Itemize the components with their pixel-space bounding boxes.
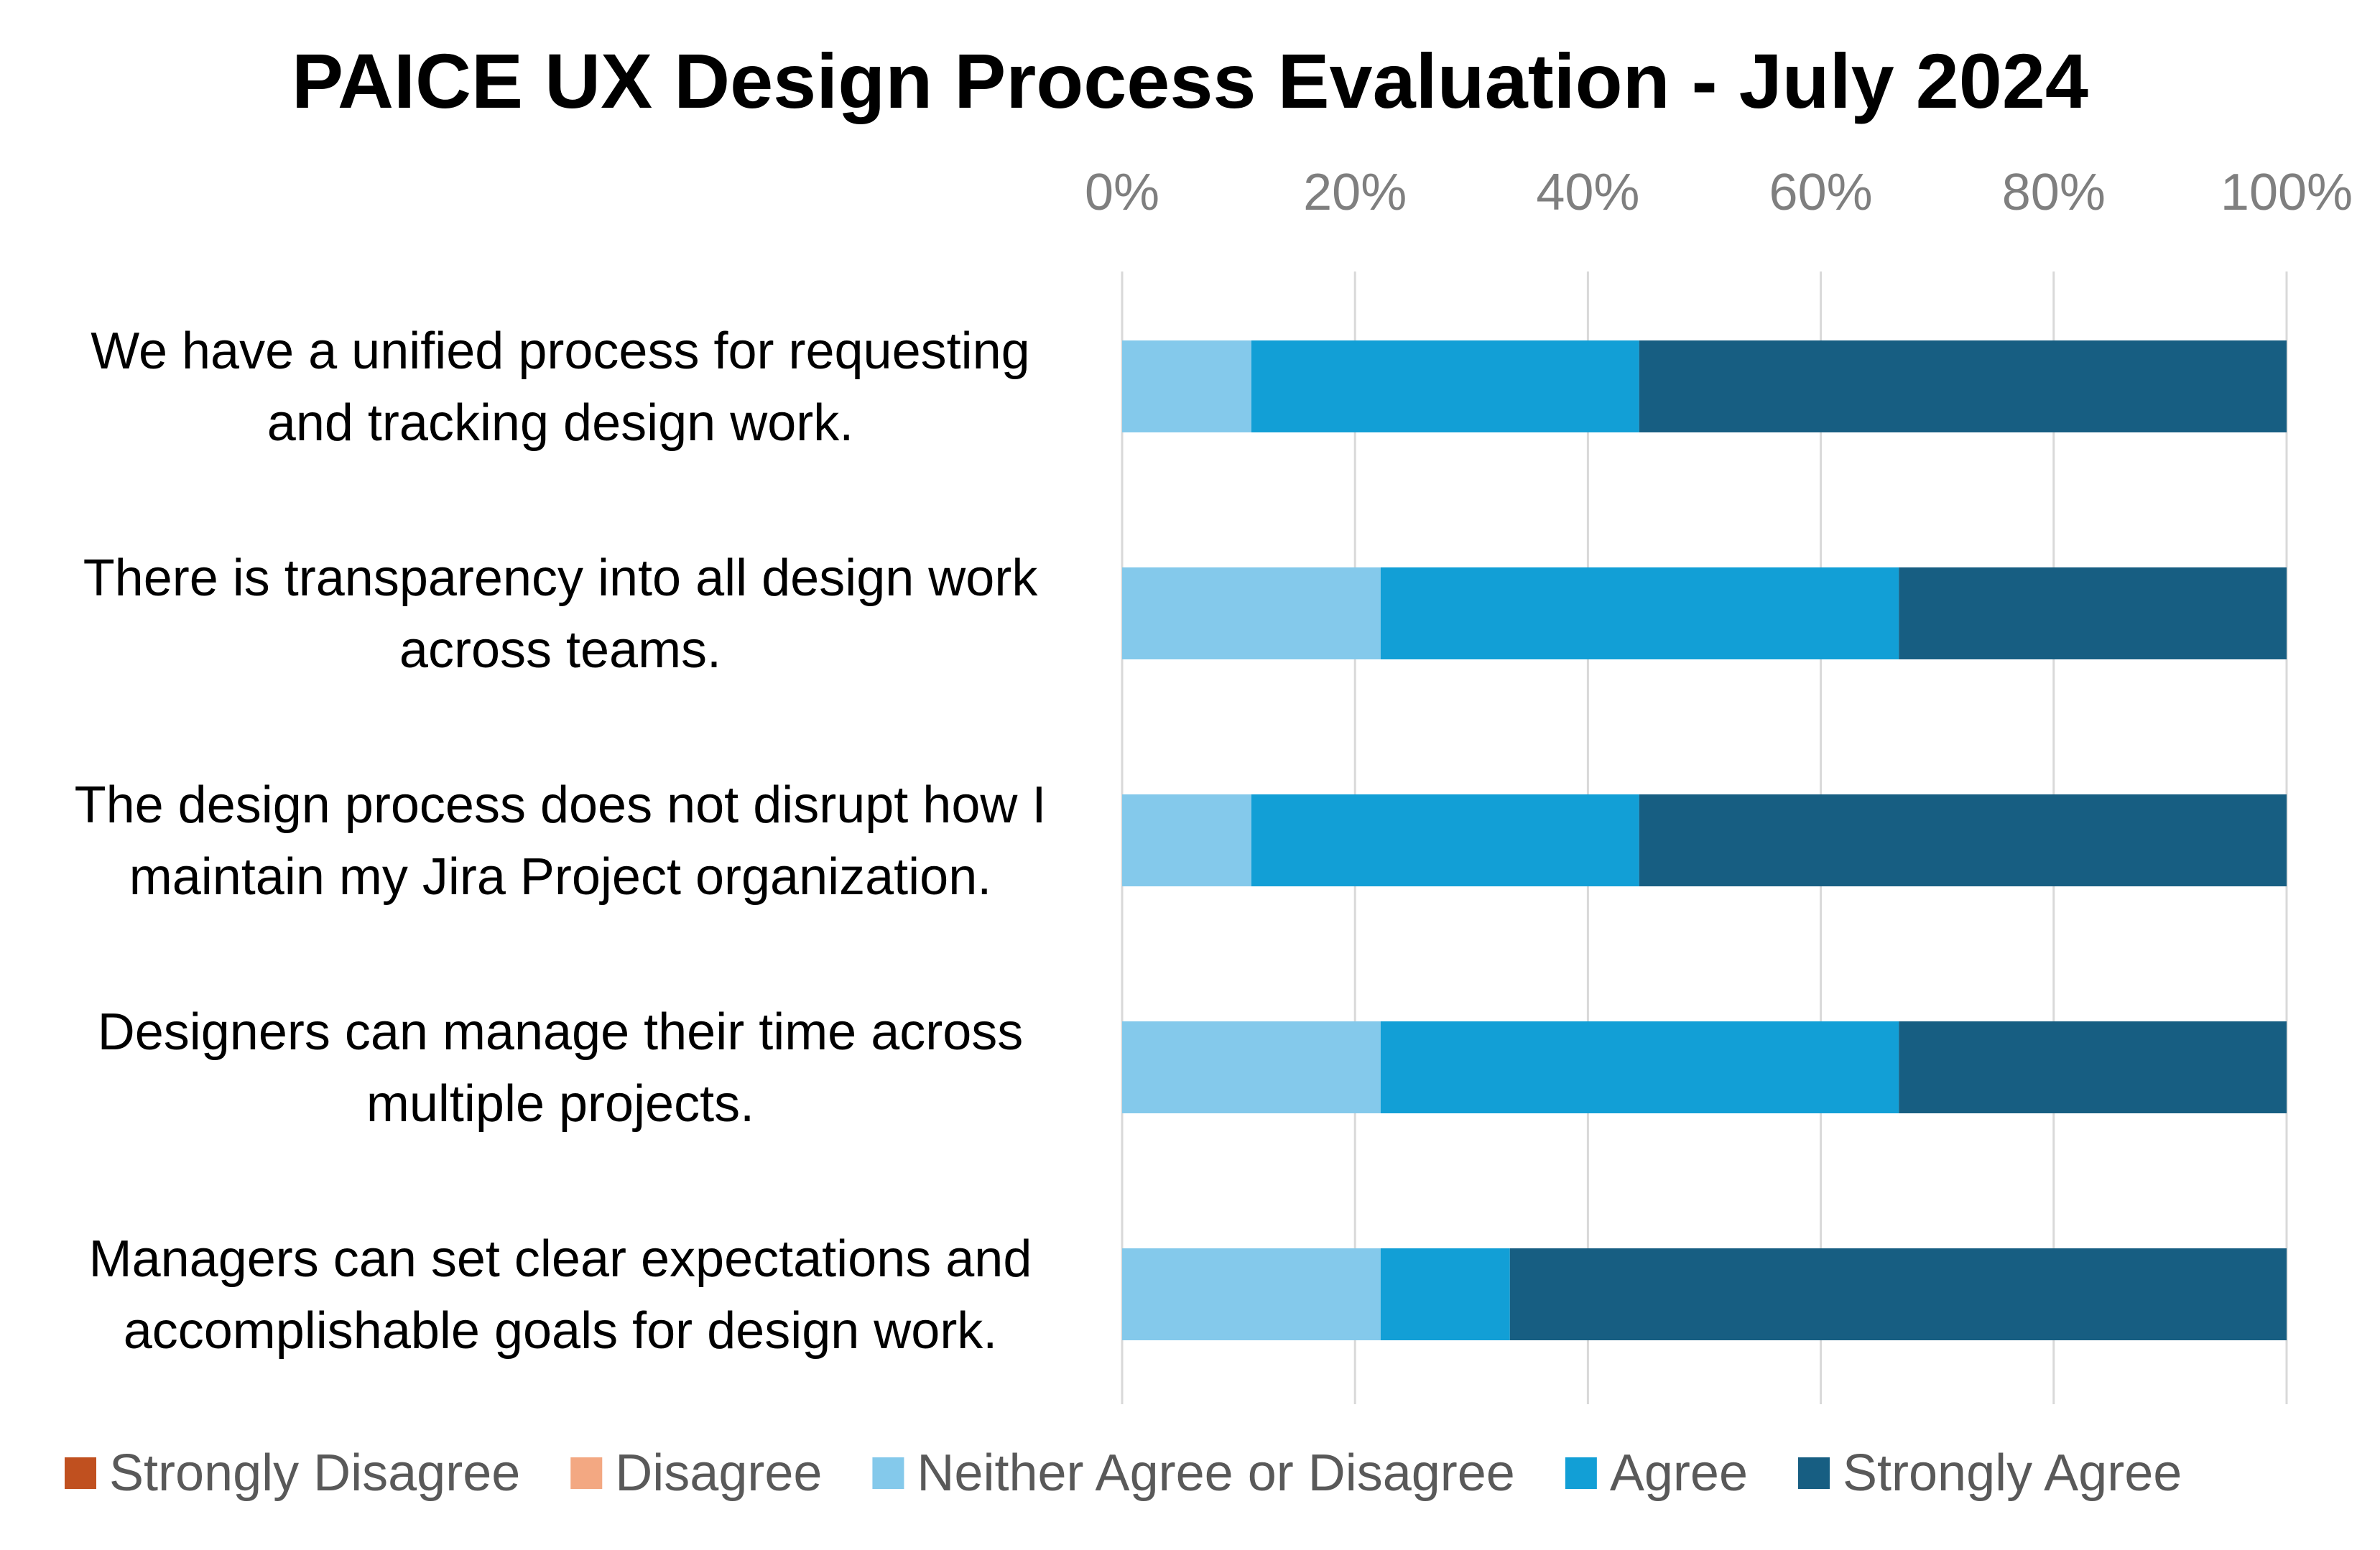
bar-segment-agree (1380, 1248, 1510, 1340)
bar-segment-agree (1251, 340, 1639, 432)
chart-title: PAICE UX Design Process Evaluation - Jul… (292, 37, 2088, 124)
legend-swatch (1565, 1457, 1597, 1489)
legend-label: Strongly Disagree (109, 1444, 520, 1502)
legend-swatch (570, 1457, 603, 1489)
legend-item: Disagree (570, 1444, 822, 1502)
x-axis-ticks: 0% 20% 40% 60% 80% 100% (1085, 164, 2353, 221)
bar-segment-agree (1380, 567, 1899, 659)
legend: Strongly Disagree Disagree Neither Agree o… (65, 1444, 2182, 1502)
category-label: Designers can manage their time across mu… (98, 1003, 1024, 1133)
bar-segment-strongly-agree (1899, 1021, 2287, 1113)
bar-segment-neither-agree-or-disagree (1122, 1248, 1381, 1340)
x-tick-label: 20% (1303, 164, 1407, 221)
legend-label: Neither Agree or Disagree (917, 1444, 1514, 1502)
legend-item: Strongly Agree (1798, 1444, 2182, 1502)
legend-item: Strongly Disagree (65, 1444, 520, 1502)
bar-segment-strongly-agree (1509, 1248, 2287, 1340)
x-tick-label: 60% (1769, 164, 1873, 221)
legend-item: Agree (1565, 1444, 1748, 1502)
legend-swatch (872, 1457, 904, 1489)
x-tick-label: 80% (2002, 164, 2106, 221)
category-label: There is transparency into all design wo… (83, 549, 1039, 679)
bar-segment-neither-agree-or-disagree (1122, 567, 1381, 659)
legend-swatch (1798, 1457, 1830, 1489)
x-tick-label: 40% (1536, 164, 1639, 221)
bar-segment-strongly-agree (1899, 567, 2287, 659)
x-tick-label: 100% (2221, 164, 2353, 221)
legend-label: Disagree (615, 1444, 822, 1502)
legend-swatch (65, 1457, 96, 1489)
bar-segment-agree (1251, 794, 1639, 886)
x-tick-label: 0% (1085, 164, 1159, 221)
category-label: The design process does not disrupt how … (75, 776, 1047, 906)
legend-label: Agree (1610, 1444, 1748, 1502)
bar-segment-agree (1380, 1021, 1899, 1113)
bar-segment-neither-agree-or-disagree (1122, 794, 1251, 886)
bar-segment-strongly-agree (1639, 340, 2287, 432)
bar-segment-strongly-agree (1639, 794, 2287, 886)
bar-segment-neither-agree-or-disagree (1122, 1021, 1381, 1113)
legend-label: Strongly Agree (1843, 1444, 2182, 1502)
category-label: We have a unified process for requesting… (91, 322, 1029, 452)
category-labels: We have a unified process for requesting… (75, 322, 1047, 1360)
category-label: Managers can set clear expectations and a… (89, 1230, 1032, 1360)
bars (1122, 340, 2287, 1340)
bar-segment-neither-agree-or-disagree (1122, 340, 1251, 432)
legend-item: Neither Agree or Disagree (872, 1444, 1515, 1502)
